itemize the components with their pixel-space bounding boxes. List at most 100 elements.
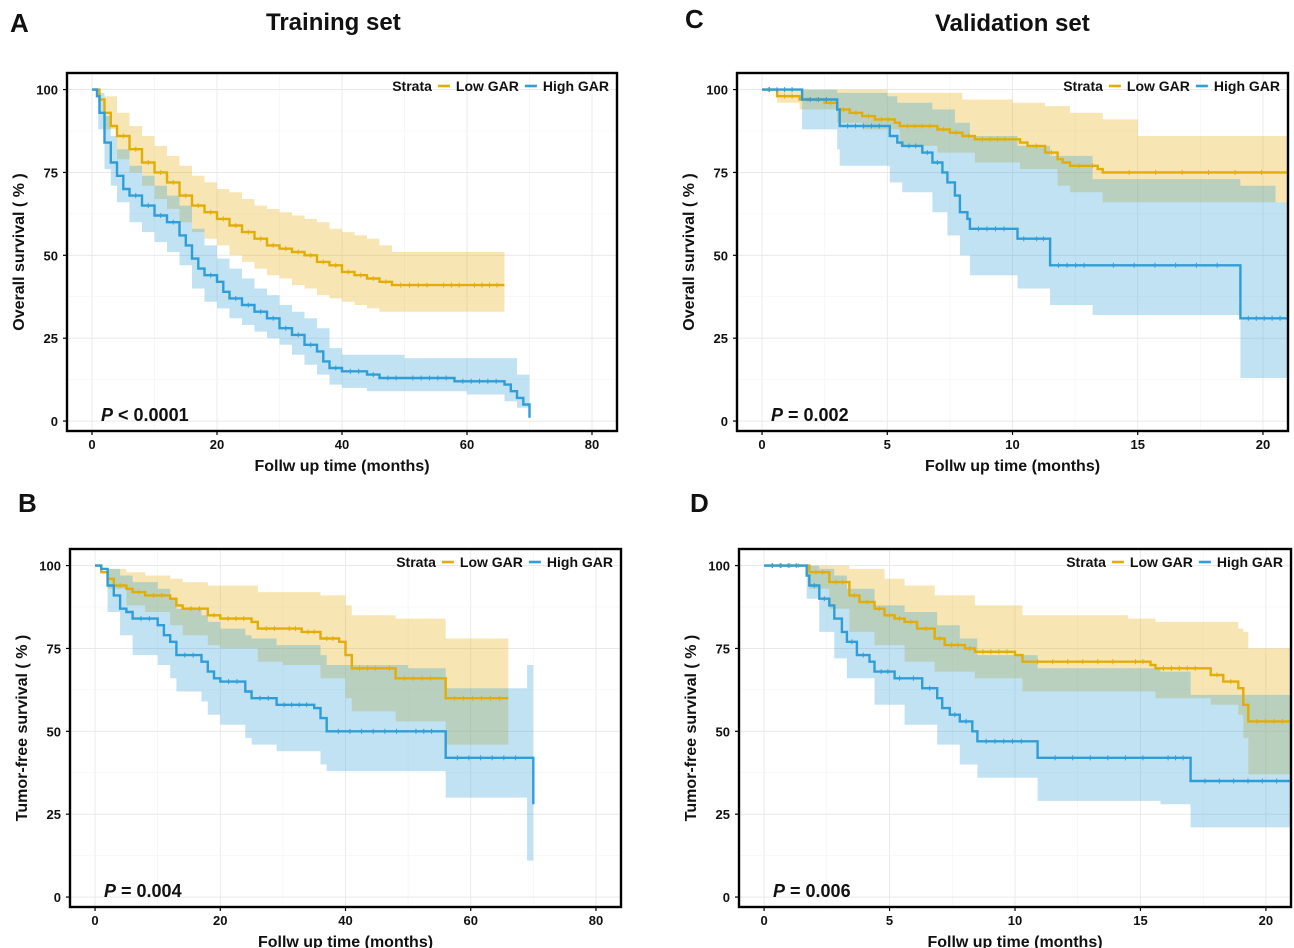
legend-label-low-gar: Low GAR bbox=[1130, 554, 1193, 570]
legend-label-low-gar: Low GAR bbox=[456, 78, 519, 94]
legend-label-high-gar: High GAR bbox=[1214, 78, 1280, 94]
legend-label-high-gar: High GAR bbox=[1217, 554, 1283, 570]
x-tick-label: 0 bbox=[758, 437, 765, 452]
legend-title: Strata bbox=[396, 554, 436, 570]
x-tick-label: 60 bbox=[460, 437, 474, 452]
y-tick-label: 0 bbox=[54, 890, 61, 905]
legend-title: Strata bbox=[1063, 78, 1103, 94]
ci-band-high-gar bbox=[762, 89, 1288, 378]
y-tick-label: 75 bbox=[714, 165, 728, 180]
x-axis-label: Follw up time (months) bbox=[925, 458, 1100, 475]
plot-area bbox=[762, 87, 1288, 378]
y-tick-label: 100 bbox=[708, 559, 730, 574]
x-tick-label: 5 bbox=[886, 913, 893, 928]
y-tick-label: 50 bbox=[714, 248, 728, 263]
validation-set-title: Validation set bbox=[935, 10, 1090, 37]
p-value-symbol: P bbox=[771, 405, 784, 425]
chart-panel-c: 0 5 10 15 20 0 25 50 75 100 Follw up time (months)… bbox=[681, 71, 1290, 475]
y-tick-label: 100 bbox=[36, 83, 58, 98]
y-tick-label: 100 bbox=[706, 83, 728, 98]
ci-band-high-gar bbox=[95, 565, 534, 861]
y-tick-label: 75 bbox=[47, 641, 61, 656]
legend: High GAR Low GAR Strata bbox=[1066, 554, 1283, 570]
x-tick-label: 40 bbox=[335, 437, 349, 452]
legend: High GAR Low GAR Strata bbox=[1063, 78, 1280, 94]
plot-area bbox=[764, 563, 1291, 828]
ci-band-low-gar bbox=[762, 89, 1288, 203]
y-tick-label: 25 bbox=[716, 807, 730, 822]
legend-label-high-gar: High GAR bbox=[543, 78, 609, 94]
x-tick-label: 10 bbox=[1005, 437, 1019, 452]
y-tick-label: 0 bbox=[51, 414, 58, 429]
plot-area bbox=[95, 564, 535, 861]
p-value-label: P = 0.006 bbox=[773, 881, 851, 901]
x-tick-label: 15 bbox=[1130, 437, 1144, 452]
grid-lines bbox=[739, 549, 1291, 907]
y-tick-label: 25 bbox=[44, 331, 58, 346]
x-tick-label: 0 bbox=[760, 913, 767, 928]
y-axis-label: Overall survival ( % ) bbox=[681, 173, 698, 330]
survival-curve-low-gar bbox=[92, 88, 505, 287]
legend-label-high-gar: High GAR bbox=[547, 554, 613, 570]
legend: High GAR Low GAR Strata bbox=[392, 78, 609, 94]
x-tick-label: 5 bbox=[884, 437, 891, 452]
y-tick-label: 25 bbox=[47, 807, 61, 822]
y-tick-label: 25 bbox=[714, 331, 728, 346]
chart-panel-d: 0 5 10 15 20 0 25 50 75 100 Follw up time (months)… bbox=[683, 547, 1293, 948]
y-axis-label: Overall survival ( % ) bbox=[11, 173, 28, 330]
p-value-text: < 0.0001 bbox=[113, 405, 189, 425]
survival-curve-high-gar bbox=[762, 88, 1288, 320]
x-axis-label: Follw up time (months) bbox=[927, 934, 1102, 948]
x-axis-label: Follw up time (months) bbox=[258, 934, 433, 948]
y-tick-label: 50 bbox=[47, 724, 61, 739]
x-tick-label: 20 bbox=[1259, 913, 1273, 928]
survival-curve-high-gar bbox=[95, 564, 535, 805]
p-value-symbol: P bbox=[101, 405, 114, 425]
y-tick-label: 50 bbox=[44, 248, 58, 263]
panel-letter-d: D bbox=[690, 488, 709, 518]
chart-panel-b: 0 20 40 60 80 0 25 50 75 100 Follw up time (months… bbox=[14, 547, 623, 948]
panel-letter-a: A bbox=[10, 8, 29, 38]
y-axis-label: Tumor-free survival ( % ) bbox=[683, 635, 700, 821]
y-tick-label: 50 bbox=[716, 724, 730, 739]
y-tick-label: 75 bbox=[716, 641, 730, 656]
p-value-symbol: P bbox=[104, 881, 117, 901]
survival-curve-low-gar bbox=[95, 564, 509, 700]
training-set-title: Training set bbox=[266, 9, 401, 36]
p-value-label: P = 0.002 bbox=[771, 405, 849, 425]
y-axis-label: Tumor-free survival ( % ) bbox=[14, 635, 31, 821]
legend-title: Strata bbox=[392, 78, 432, 94]
plot-area bbox=[92, 88, 531, 422]
p-value-label: P = 0.004 bbox=[104, 881, 182, 901]
x-tick-label: 15 bbox=[1133, 913, 1147, 928]
p-value-symbol: P bbox=[773, 881, 786, 901]
x-tick-label: 80 bbox=[589, 913, 603, 928]
legend: High GAR Low GAR Strata bbox=[396, 554, 613, 570]
ci-band-low-gar bbox=[95, 565, 509, 745]
y-tick-label: 100 bbox=[39, 559, 61, 574]
x-tick-label: 10 bbox=[1008, 913, 1022, 928]
survival-curve-low-gar bbox=[762, 88, 1288, 174]
x-tick-label: 0 bbox=[88, 437, 95, 452]
x-tick-label: 20 bbox=[1256, 437, 1270, 452]
panel-letter-c: C bbox=[685, 4, 704, 34]
x-tick-label: 0 bbox=[91, 913, 98, 928]
x-tick-label: 80 bbox=[585, 437, 599, 452]
p-value-text: = 0.004 bbox=[116, 881, 182, 901]
grid-lines bbox=[67, 73, 617, 431]
grid-lines bbox=[737, 73, 1288, 431]
legend-label-low-gar: Low GAR bbox=[1127, 78, 1190, 94]
survival-curve-low-gar bbox=[764, 564, 1291, 723]
x-tick-label: 60 bbox=[463, 913, 477, 928]
p-value-text: = 0.006 bbox=[785, 881, 851, 901]
y-tick-label: 75 bbox=[44, 165, 58, 180]
x-tick-label: 40 bbox=[338, 913, 352, 928]
x-axis-label: Follw up time (months) bbox=[254, 458, 429, 475]
ci-band-high-gar bbox=[764, 565, 1291, 828]
x-tick-label: 20 bbox=[213, 913, 227, 928]
p-value-text: = 0.002 bbox=[783, 405, 849, 425]
p-value-label: P < 0.0001 bbox=[101, 405, 189, 425]
legend-title: Strata bbox=[1066, 554, 1106, 570]
chart-panel-a: 0 20 40 60 80 0 25 50 75 100 Follw up time (months… bbox=[11, 71, 619, 475]
